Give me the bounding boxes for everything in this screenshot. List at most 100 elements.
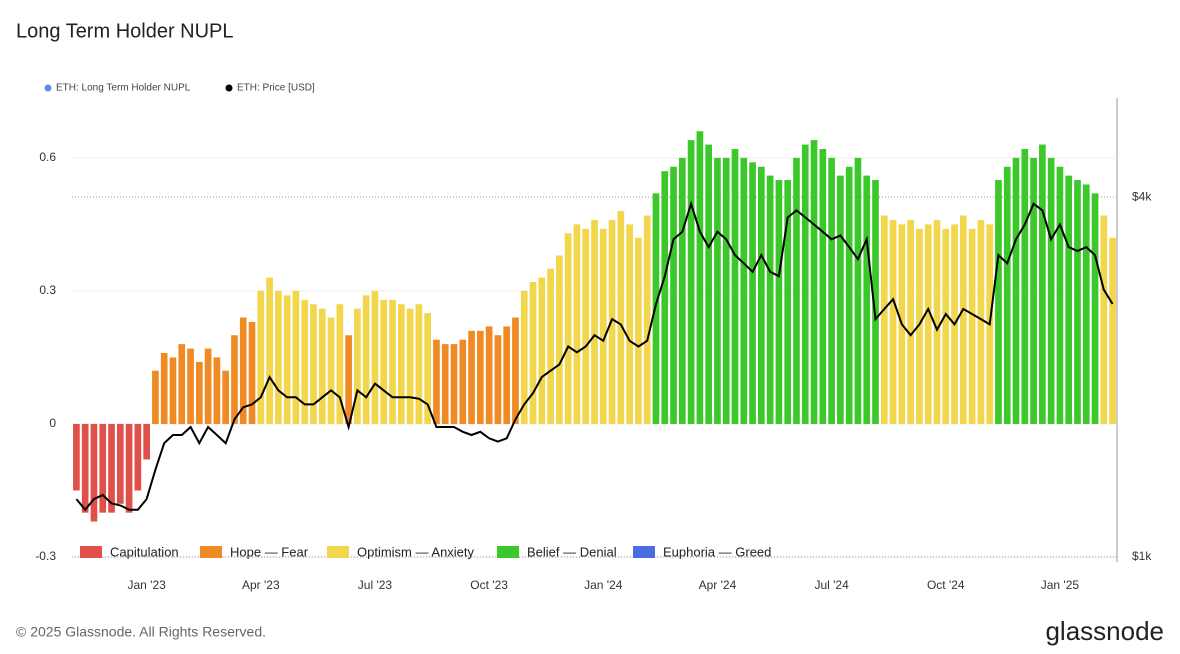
bar [301, 299, 309, 424]
bar [1091, 193, 1099, 424]
bar [837, 175, 844, 424]
bar [231, 335, 238, 424]
bar [924, 224, 932, 424]
bar [626, 224, 633, 424]
bar [415, 304, 423, 424]
bar [1056, 166, 1064, 424]
bar [336, 304, 344, 424]
bar [880, 215, 888, 424]
bar [389, 299, 396, 424]
bar [1082, 184, 1090, 424]
zone-label: Euphoria — Greed [663, 544, 771, 559]
bar [1021, 149, 1029, 424]
bar [125, 423, 133, 513]
bar [424, 313, 431, 424]
bar [538, 277, 546, 424]
bar [547, 268, 554, 424]
bar [283, 295, 291, 424]
bar [397, 304, 405, 424]
bar [81, 423, 89, 513]
bar [1003, 166, 1011, 424]
bar [678, 157, 686, 424]
bar [968, 228, 976, 424]
bar [722, 157, 730, 424]
bar [977, 219, 985, 424]
bar [1100, 215, 1108, 424]
bar [828, 157, 835, 424]
bar [187, 348, 194, 424]
chart-title: Long Term Holder NUPL [16, 20, 234, 42]
bar [635, 237, 642, 424]
bar [108, 423, 115, 513]
bar [1065, 175, 1073, 424]
bar [731, 149, 739, 424]
bar [854, 157, 862, 424]
bar [766, 175, 774, 424]
bar [529, 282, 537, 424]
bar [213, 357, 221, 424]
bar [468, 330, 475, 424]
bar [933, 219, 941, 424]
y-tick-label: 0.6 [39, 150, 56, 164]
bar [608, 219, 616, 424]
x-tick-label: Apr '23 [242, 578, 280, 592]
y2-tick-label: $4k [1132, 189, 1152, 203]
brand-logo: glassnode [1045, 616, 1164, 646]
bar [143, 423, 150, 460]
bar [916, 228, 923, 424]
bar [345, 335, 352, 424]
zone-swatch [497, 546, 519, 558]
y-tick-label: -0.3 [35, 549, 56, 563]
bar [327, 317, 335, 424]
bar [556, 255, 563, 424]
bar [178, 344, 186, 424]
x-tick-label: Oct '23 [470, 578, 508, 592]
zone-swatch [80, 546, 102, 558]
x-tick-label: Jul '24 [814, 578, 849, 592]
bar [889, 219, 897, 424]
bar [239, 317, 247, 424]
bar [73, 423, 80, 491]
bar [459, 339, 467, 424]
x-tick-label: Apr '24 [699, 578, 737, 592]
bar [810, 140, 818, 424]
bar [257, 290, 265, 424]
bar [661, 171, 669, 424]
bar [512, 317, 519, 424]
bar [687, 140, 695, 424]
bar [1074, 180, 1081, 424]
zone-label: Hope — Fear [230, 544, 309, 559]
bar [793, 157, 800, 424]
zone-label: Optimism — Anxiety [357, 544, 475, 559]
bar [485, 326, 493, 424]
bar [248, 321, 256, 424]
bar [450, 344, 458, 424]
zone-swatch [200, 546, 222, 558]
bar [863, 175, 871, 424]
bar [573, 224, 581, 424]
bar [160, 353, 168, 424]
x-tick-label: Oct '24 [927, 578, 965, 592]
bar [503, 326, 511, 424]
y-tick-label: 0.3 [39, 283, 56, 297]
bar [292, 290, 300, 424]
bar [652, 193, 660, 424]
bar [801, 144, 809, 424]
zone-label: Capitulation [110, 544, 179, 559]
bar [670, 166, 677, 424]
bar [354, 308, 361, 424]
bar [362, 295, 370, 424]
bar [406, 308, 414, 424]
bar [591, 219, 598, 424]
zone-label: Belief — Denial [527, 544, 617, 559]
zone-swatch [633, 546, 655, 558]
y2-tick-label: $1k [1132, 549, 1152, 563]
bar [222, 370, 230, 424]
x-tick-label: Jan '24 [584, 578, 623, 592]
bar [959, 215, 967, 424]
bar [740, 157, 748, 424]
x-tick-label: Jul '23 [358, 578, 393, 592]
bar [617, 211, 625, 424]
bar [845, 166, 853, 424]
